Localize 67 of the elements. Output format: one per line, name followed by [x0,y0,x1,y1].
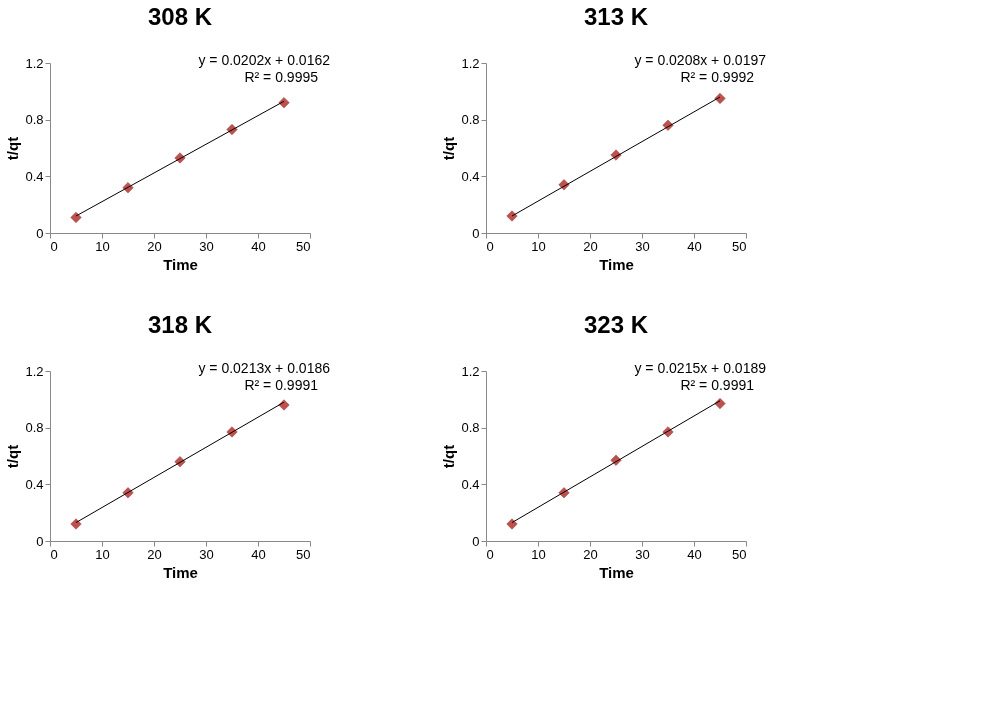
x-axis-title: Time [599,255,634,273]
x-tick-label: 50 [732,546,747,562]
chart-title: 318 K [147,311,213,338]
point [70,211,82,223]
annotation: y = 0.0208x + 0.0197 [634,52,767,68]
y-tick-label: 0.8 [25,420,44,436]
x-tick-label: 20 [583,238,598,254]
annotation: R² = 0.9992 [680,69,755,85]
chart-title: 323 K [583,311,649,338]
y-tick-label: 1.2 [25,55,44,71]
chart-title: 313 K [583,3,649,30]
annotation: R² = 0.9995 [244,69,319,85]
x-tick-label: 50 [296,546,311,562]
x-tick-label: 20 [147,546,162,562]
point [278,399,290,411]
x-tick-label: 0 [486,238,494,254]
point [714,92,726,104]
point [70,518,82,530]
point [278,97,290,109]
annotation: R² = 0.9991 [244,377,319,393]
x-tick-label: 10 [531,546,546,562]
y-tick-label: 0.4 [461,168,480,184]
x-tick-label: 40 [687,546,702,562]
y-tick-label: 1.2 [461,363,480,379]
x-tick-label: 10 [531,238,546,254]
y-axis-title: t/qt [440,136,458,161]
x-axis-title: Time [163,255,198,273]
x-tick-label: 40 [251,546,266,562]
x-tick-label: 10 [95,546,110,562]
x-axis-title: Time [599,563,634,581]
y-tick-label: 0.8 [25,112,44,128]
x-tick-label: 30 [635,546,650,562]
y-axis-title: t/qt [4,136,22,161]
annotation: y = 0.0215x + 0.0189 [634,360,767,376]
x-tick-label: 30 [199,546,214,562]
point [506,518,518,530]
y-axis-title: t/qt [440,444,458,469]
x-tick-label: 50 [296,238,311,254]
y-tick-label: 0.4 [25,476,44,492]
x-tick-label: 50 [732,238,747,254]
y-tick-label: 0.8 [461,112,480,128]
annotation: R² = 0.9991 [680,377,755,393]
annotation: y = 0.0202x + 0.0162 [198,52,331,68]
x-tick-label: 0 [50,546,58,562]
x-tick-label: 10 [95,238,110,254]
x-tick-label: 0 [50,238,58,254]
y-axis-title: t/qt [4,444,22,469]
y-tick-label: 0 [472,225,480,241]
x-axis-title: Time [163,563,198,581]
x-tick-label: 20 [583,546,598,562]
annotation: y = 0.0213x + 0.0186 [198,360,331,376]
chart-title: 308 K [147,3,213,30]
x-tick-label: 40 [251,238,266,254]
x-tick-label: 30 [199,238,214,254]
point [506,210,518,222]
y-tick-label: 1.2 [461,55,480,71]
y-tick-label: 1.2 [25,363,44,379]
y-tick-label: 0.4 [25,168,44,184]
y-tick-label: 0 [36,533,44,549]
x-tick-label: 0 [486,546,494,562]
x-tick-label: 30 [635,238,650,254]
y-tick-label: 0 [472,533,480,549]
y-tick-label: 0.8 [461,420,480,436]
x-tick-label: 20 [147,238,162,254]
y-tick-label: 0 [36,225,44,241]
y-tick-label: 0.4 [461,476,480,492]
x-tick-label: 40 [687,238,702,254]
